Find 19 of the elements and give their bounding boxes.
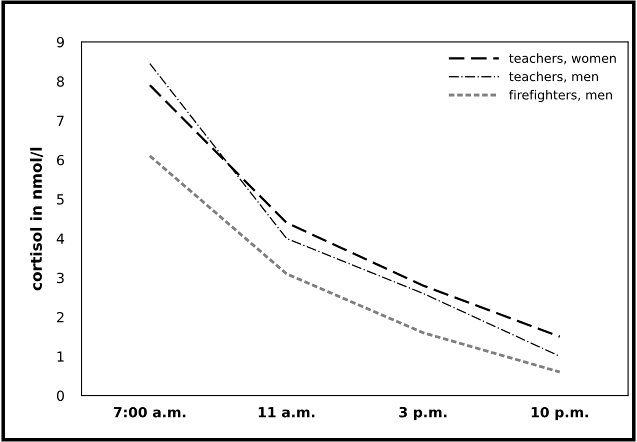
legend-label: firefighters, men <box>509 90 612 102</box>
y-tick-label: 3 <box>57 272 64 284</box>
legend-label: teachers, men <box>509 72 598 83</box>
y-tick-label: 4 <box>56 234 64 244</box>
x-tick-label: 11 a.m. <box>258 407 314 418</box>
y-tick-label: 2 <box>57 312 64 322</box>
y-tick-label: 1 <box>58 351 64 362</box>
y-tick-label: 7 <box>57 116 64 126</box>
y-tick-label: 9 <box>56 36 64 48</box>
x-tick-label: 3 p.m. <box>399 406 446 420</box>
x-tick-label: 10 p.m. <box>532 406 588 420</box>
y-tick-label: 5 <box>57 194 64 205</box>
y-tick-label: 8 <box>56 76 64 87</box>
y-axis-title: cortisol in nmol/l <box>30 148 44 290</box>
line-series <box>148 154 562 374</box>
y-tick-label: 0 <box>56 390 64 402</box>
y-tick-label: 6 <box>57 154 64 166</box>
legend-label: teachers, women <box>509 53 616 64</box>
x-tick-label: 7:00 a.m. <box>114 406 186 418</box>
